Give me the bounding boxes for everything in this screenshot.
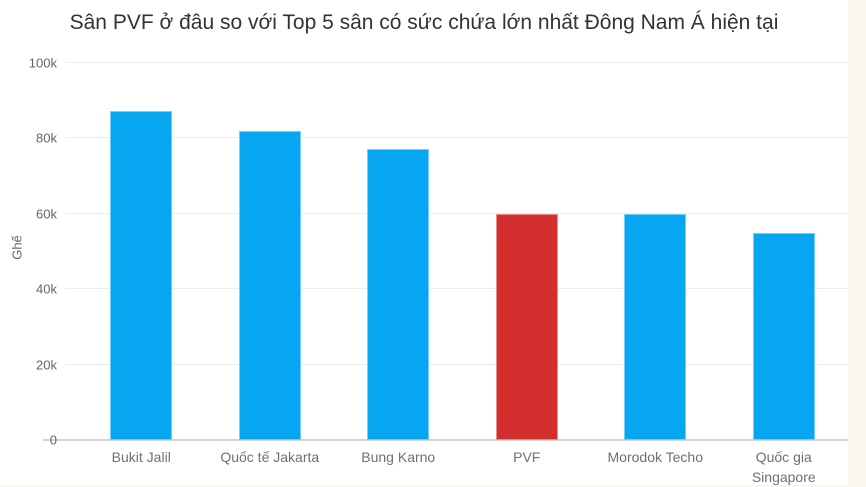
gridline (65, 137, 848, 139)
x-tick-label: Quốc gia Singapore (720, 448, 849, 487)
chart-title: Sân PVF ở đâu so với Top 5 sân có sức ch… (69, 11, 779, 34)
bar-bukit-jalil (110, 110, 173, 440)
x-tick-label: Bukit Jalil (77, 448, 206, 487)
y-tick-label: 0 (49, 432, 57, 448)
x-axis-tick-labels: Bukit Jalil Quốc tế Jakarta Bung Karno PVF M… (77, 448, 848, 487)
bar-pvf (495, 213, 558, 440)
gridline (65, 212, 848, 214)
y-axis-title: Ghế (9, 235, 25, 260)
y-tick-label: 100k (28, 55, 57, 71)
x-tick-label-text: Bung Karno (361, 449, 436, 465)
bar-quốc-tế-jakarta (238, 130, 301, 440)
bar-morodok-techo (624, 213, 687, 440)
bar-slot (720, 63, 849, 440)
gridline (65, 363, 848, 365)
x-axis-baseline (43, 439, 848, 441)
bar-bung-karno (367, 148, 430, 440)
x-tick-label: PVF (463, 448, 592, 487)
bar-slot (206, 63, 335, 440)
x-tick-label-text: Bukit Jalil (111, 449, 171, 465)
y-tick-label: 60k (36, 206, 57, 222)
x-tick-label-text: Quốc tế Jakarta (220, 449, 320, 465)
plot-area: 0 20k 40k 60k 80k 100k (29, 56, 848, 448)
bars-layer (77, 63, 848, 440)
x-tick-label-text: PVF (513, 449, 541, 465)
x-tick-label: Morodok Techo (591, 448, 720, 487)
bar-slot (334, 63, 463, 440)
gridline (65, 288, 848, 290)
x-tick-label-text: Morodok Techo (607, 449, 703, 465)
bar-slot (463, 63, 592, 440)
y-tick-label: 80k (36, 130, 57, 146)
bar-slot (591, 63, 720, 440)
bar-quốc-gia-singapore (752, 232, 815, 440)
x-tick-label: Bung Karno (334, 448, 463, 487)
gridline (65, 62, 848, 63)
chart-card: Sân PVF ở đâu so với Top 5 sân có sức ch… (0, 0, 848, 485)
y-tick-label: 20k (36, 357, 57, 373)
x-tick-label: Quốc tế Jakarta (206, 448, 335, 487)
x-tick-label-text: Quốc gia Singapore (751, 449, 816, 485)
bar-slot (77, 63, 206, 440)
page-background-strip (848, 0, 866, 485)
y-tick-label: 40k (36, 281, 57, 297)
